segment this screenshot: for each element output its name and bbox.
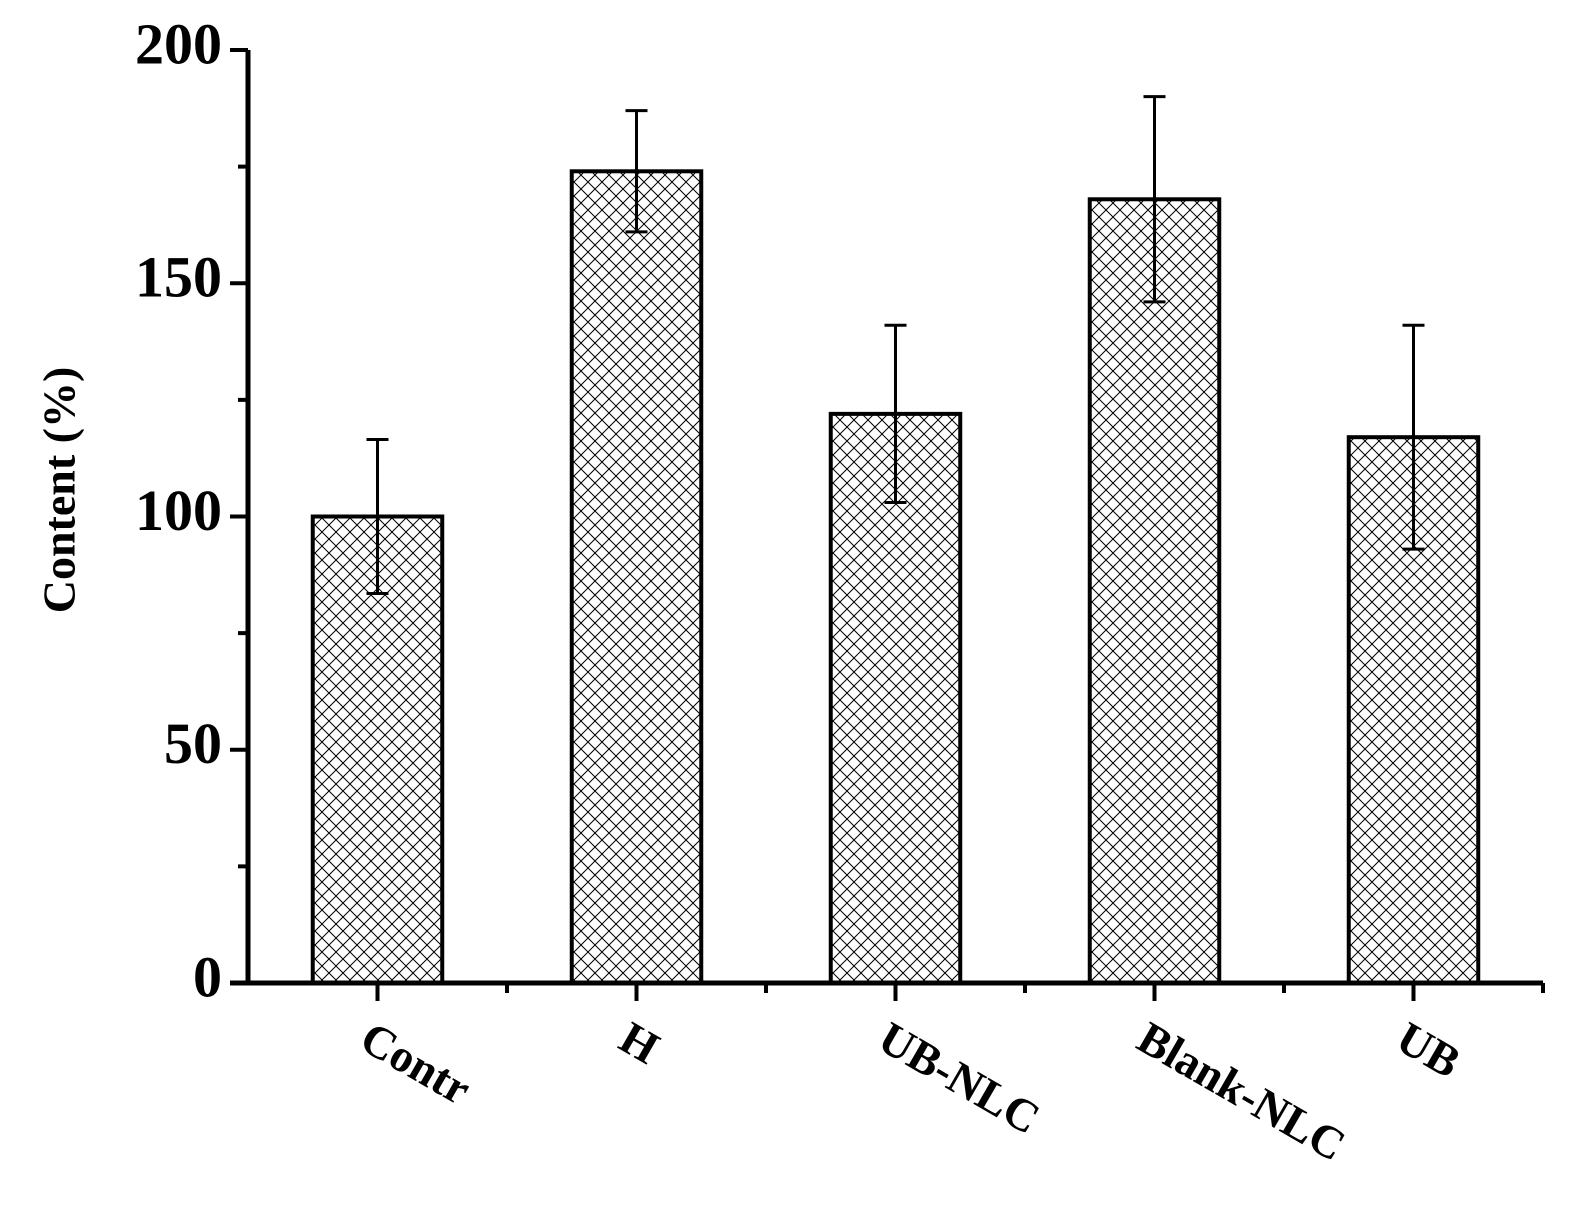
y-tick-label: 50	[164, 711, 222, 776]
error-bar	[884, 323, 907, 505]
y-tick-label: 100	[135, 478, 222, 543]
bar	[1087, 197, 1222, 985]
error-bar	[1402, 323, 1425, 551]
error-bar	[366, 438, 389, 595]
error-bar	[1143, 95, 1166, 304]
y-tick-label: 200	[135, 11, 222, 76]
x-tick-label: H	[611, 1012, 668, 1074]
y-tick-label: 150	[135, 245, 222, 310]
error-bar	[625, 109, 648, 234]
x-tick-label: UB-NLC	[870, 1012, 1048, 1144]
y-axis-label: Content (%)	[34, 367, 85, 614]
x-tick-label: Contr	[352, 1012, 479, 1115]
y-tick-label: 0	[193, 944, 222, 1009]
x-tick-label: Blank-NLC	[1129, 1012, 1354, 1171]
bar	[569, 169, 704, 986]
bar	[828, 411, 963, 985]
x-tick-label: UB	[1388, 1012, 1469, 1088]
